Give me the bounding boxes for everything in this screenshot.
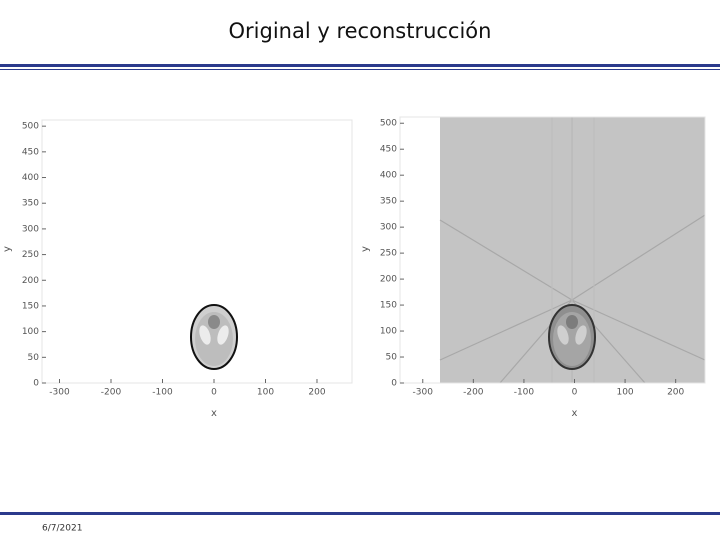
y-tick-label: 50 xyxy=(28,353,40,363)
y-tick-label: 500 xyxy=(380,119,397,129)
y-tick-label: 450 xyxy=(22,147,39,157)
y-tick-label: 150 xyxy=(380,301,397,311)
x-tick-label: 200 xyxy=(308,388,325,398)
bottom-rule xyxy=(0,512,720,515)
y-tick-label: 300 xyxy=(380,223,397,233)
x-tick-label: -200 xyxy=(463,388,484,398)
y-tick-label: 500 xyxy=(22,122,39,132)
reconstruction-image xyxy=(439,117,706,384)
x-tick-label: 200 xyxy=(667,388,684,398)
y-tick-label: 300 xyxy=(22,224,39,234)
y-tick-label: 350 xyxy=(22,199,39,209)
x-axis-label: x xyxy=(211,408,217,419)
x-tick-label: -300 xyxy=(413,388,434,398)
y-tick-label: 150 xyxy=(22,301,39,311)
x-tick-label: 100 xyxy=(616,388,633,398)
y-tick-label: 100 xyxy=(22,327,39,337)
axes-frame xyxy=(41,119,353,384)
date: 6/7/2021 xyxy=(42,524,82,534)
x-axis-label: x xyxy=(572,408,578,419)
y-tick-label: 350 xyxy=(380,197,397,207)
original-image xyxy=(190,304,238,370)
axes-frame xyxy=(399,116,706,384)
y-tick-label: 0 xyxy=(33,379,39,389)
y-tick-label: 400 xyxy=(22,173,39,183)
y-tick-label: 200 xyxy=(380,275,397,285)
y-tick-label: 200 xyxy=(22,276,39,286)
y-axis-label: y xyxy=(2,246,13,252)
top-rule-thin xyxy=(0,69,720,70)
y-axis-label: y xyxy=(360,246,371,252)
x-tick-label: 0 xyxy=(211,388,217,398)
y-tick-label: 100 xyxy=(380,327,397,337)
x-tick-label: -300 xyxy=(49,388,70,398)
x-tick-label: 100 xyxy=(257,388,274,398)
y-tick-label: 0 xyxy=(391,379,397,389)
y-tick-label: 250 xyxy=(22,250,39,260)
x-tick-label: -200 xyxy=(101,388,122,398)
x-tick-label: 0 xyxy=(572,388,578,398)
top-rule xyxy=(0,64,720,67)
x-tick-label: -100 xyxy=(152,388,173,398)
y-tick-label: 250 xyxy=(380,249,397,259)
y-tick-label: 50 xyxy=(386,353,398,363)
y-tick-label: 400 xyxy=(380,171,397,181)
x-tick-label: -100 xyxy=(514,388,535,398)
y-tick-label: 450 xyxy=(380,145,397,155)
slide-title: Original y reconstrucción xyxy=(229,19,492,43)
